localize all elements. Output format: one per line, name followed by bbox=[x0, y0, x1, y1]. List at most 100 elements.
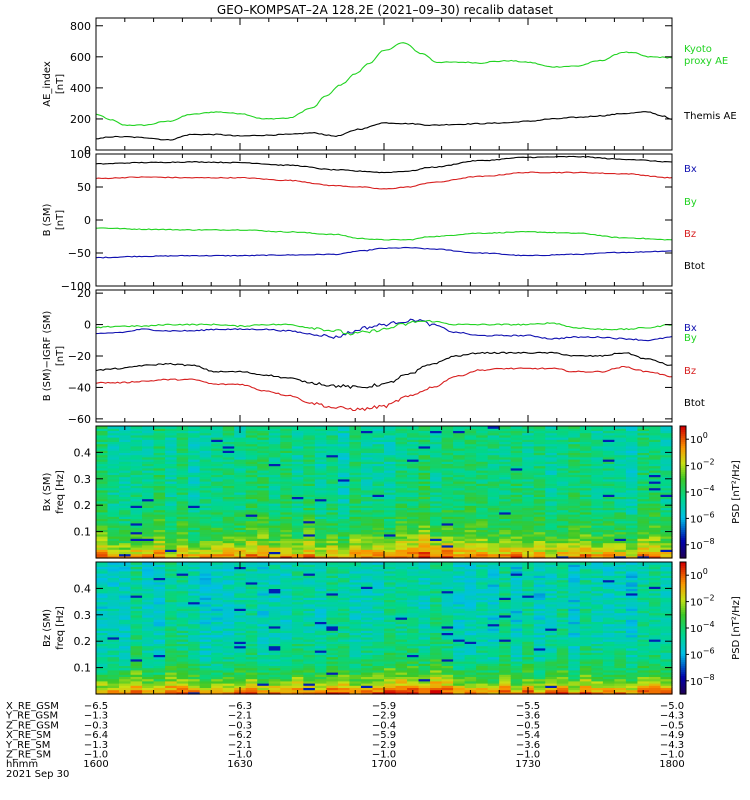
psd-cell bbox=[153, 562, 166, 565]
psd-cell bbox=[476, 452, 489, 456]
psd-cell bbox=[407, 452, 420, 456]
psd-cell bbox=[303, 503, 316, 506]
psd-cell bbox=[119, 674, 132, 677]
psd-cell bbox=[372, 619, 385, 622]
psd-cell bbox=[165, 492, 178, 495]
psd-cell bbox=[441, 522, 454, 526]
psd-cell bbox=[360, 588, 374, 592]
psd-cell bbox=[326, 663, 339, 666]
psd-cell bbox=[165, 584, 178, 587]
psd-cell bbox=[107, 509, 120, 513]
psd-cell bbox=[222, 665, 235, 669]
psd-cell bbox=[476, 465, 489, 469]
psd-cell bbox=[487, 503, 500, 506]
psd-cell bbox=[280, 634, 293, 638]
psd-cell bbox=[257, 465, 270, 469]
psd-cell bbox=[153, 568, 166, 572]
psd-cell bbox=[579, 547, 592, 550]
psd-cell bbox=[372, 544, 385, 548]
psd-cell bbox=[602, 489, 615, 493]
psd-cell bbox=[199, 641, 212, 644]
psd-cell bbox=[384, 463, 397, 467]
psd-cell bbox=[660, 533, 673, 537]
psd-cell bbox=[430, 465, 443, 469]
psd-cell bbox=[349, 478, 362, 482]
psd-cell bbox=[199, 623, 212, 627]
psd-cell bbox=[291, 566, 304, 570]
psd-cell bbox=[349, 437, 362, 440]
psd-cell bbox=[637, 500, 650, 504]
psd-cell bbox=[222, 628, 235, 631]
psd-cell bbox=[107, 518, 120, 522]
psd-cell bbox=[418, 467, 431, 471]
psd-cell bbox=[107, 454, 120, 458]
psd-cell bbox=[579, 531, 592, 535]
psd-cell bbox=[556, 483, 569, 486]
psd-cell bbox=[119, 540, 132, 544]
psd-cell bbox=[349, 672, 362, 675]
psd-cell bbox=[579, 439, 592, 442]
psd-cell bbox=[476, 536, 489, 539]
psd-cell bbox=[430, 478, 443, 482]
psd-cell bbox=[257, 478, 270, 482]
psd-cell bbox=[337, 549, 351, 552]
psd-cell bbox=[349, 456, 362, 460]
psd-cell bbox=[349, 687, 362, 691]
psd-cell bbox=[453, 485, 466, 489]
psd-cell bbox=[107, 575, 120, 578]
psd-cell bbox=[107, 511, 120, 515]
psd-cell bbox=[660, 487, 673, 491]
psd-cell bbox=[418, 483, 431, 486]
psd-cell bbox=[165, 553, 178, 557]
psd-cell bbox=[637, 450, 650, 453]
psd-cell bbox=[314, 577, 327, 581]
psd-cell bbox=[602, 547, 615, 550]
psd-cell bbox=[556, 467, 569, 471]
psd-cell bbox=[165, 428, 178, 431]
psd-cell bbox=[522, 522, 535, 526]
psd-cell bbox=[395, 452, 408, 456]
psd-cell bbox=[303, 551, 316, 555]
psd-cell bbox=[268, 461, 281, 464]
psd-cell bbox=[476, 432, 489, 436]
psd-cell bbox=[211, 581, 224, 585]
psd-cell bbox=[176, 540, 189, 544]
psd-cell bbox=[487, 459, 500, 462]
psd-cell bbox=[522, 544, 535, 548]
psd-cell bbox=[384, 544, 397, 548]
psd-cell bbox=[211, 461, 224, 464]
psd-cell bbox=[372, 645, 385, 649]
psd-cell bbox=[349, 494, 362, 497]
psd-cell bbox=[441, 553, 454, 557]
colorbar-step bbox=[680, 468, 686, 471]
psd-cell bbox=[96, 579, 109, 583]
psd-cell bbox=[291, 654, 304, 658]
psd-cell bbox=[407, 489, 420, 493]
psd-cell bbox=[303, 443, 316, 447]
colorbar-step bbox=[680, 544, 686, 547]
psd-cell bbox=[326, 503, 339, 506]
psd-cell bbox=[533, 426, 546, 429]
psd-cell bbox=[119, 575, 132, 578]
psd-cell bbox=[280, 454, 293, 458]
psd-cell bbox=[476, 555, 489, 559]
psd-cell bbox=[648, 549, 662, 552]
psd-cell bbox=[499, 505, 512, 508]
psd-cell bbox=[372, 522, 385, 526]
psd-cell bbox=[153, 632, 166, 636]
psd-cell bbox=[245, 483, 258, 486]
psd-cell bbox=[337, 553, 351, 557]
psd-cell bbox=[614, 498, 627, 502]
psd-cell bbox=[430, 511, 443, 515]
psd-cell bbox=[153, 639, 166, 642]
psd-cell bbox=[660, 551, 673, 555]
psd-cell bbox=[591, 474, 604, 478]
psd-cell bbox=[303, 614, 316, 618]
psd-cell bbox=[602, 522, 615, 526]
psd-cell bbox=[142, 672, 155, 675]
psd-cell bbox=[326, 452, 339, 456]
psd-cell bbox=[291, 529, 304, 533]
psd-cell bbox=[568, 489, 581, 493]
psd-cell bbox=[326, 652, 339, 655]
psd-cell bbox=[625, 529, 639, 533]
